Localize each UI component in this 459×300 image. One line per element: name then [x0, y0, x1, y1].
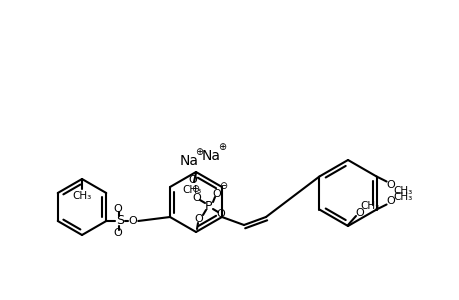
Text: ⊕: ⊕	[195, 147, 202, 157]
Text: Na: Na	[179, 154, 198, 168]
Text: O: O	[386, 196, 394, 206]
Text: O: O	[114, 204, 123, 214]
Text: O: O	[355, 208, 364, 218]
Text: ⊖: ⊖	[190, 184, 199, 194]
Text: CH₃: CH₃	[72, 191, 91, 201]
Text: CH₃: CH₃	[359, 201, 379, 211]
Text: CH₃: CH₃	[392, 185, 411, 196]
Text: O: O	[188, 175, 197, 185]
Text: Na: Na	[201, 149, 220, 163]
Text: ⊖: ⊖	[218, 181, 227, 191]
Text: P: P	[205, 200, 212, 212]
Text: O: O	[192, 193, 201, 203]
Text: O: O	[212, 189, 221, 199]
Text: ⊕: ⊕	[218, 142, 225, 152]
Text: CH₃: CH₃	[392, 191, 411, 202]
Text: O: O	[386, 179, 394, 190]
Text: O: O	[216, 209, 225, 219]
Text: CH₃: CH₃	[182, 185, 201, 195]
Text: S: S	[116, 214, 124, 227]
Text: O: O	[129, 216, 137, 226]
Text: O: O	[114, 228, 123, 238]
Text: O: O	[194, 214, 203, 224]
